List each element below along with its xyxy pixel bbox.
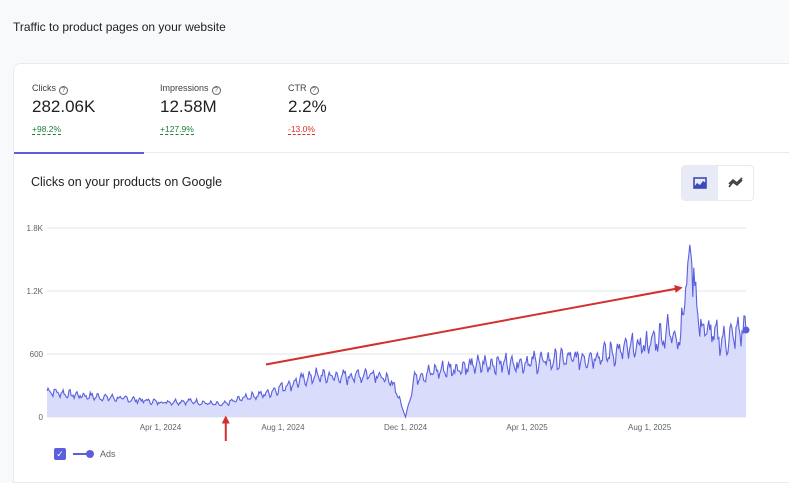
series-area-ads [47,244,746,417]
help-icon[interactable]: ? [59,86,68,95]
chart-legend: ✓ Ads [54,447,116,461]
x-tick-label: Aug 1, 2024 [261,423,305,432]
area-chart-icon [693,177,707,189]
y-tick-label: 1.2K [27,287,44,296]
metric-tab-clicks[interactable]: Clicks? 282.06K +98.2% [14,64,144,154]
legend-series-swatch [73,450,94,458]
metric-delta: +98.2% [32,124,62,135]
page-title: Traffic to product pages on your website [13,20,226,34]
y-tick-label: 1.8K [27,224,44,233]
clicks-chart: 0 600 1.2K 1.8K Apr 1, 2024 Aug 1, 2024 Dec 1,… [27,224,750,441]
trend-line-icon [728,177,743,188]
y-tick-label: 600 [30,350,44,359]
chart-title: Clicks on your products on Google [31,175,223,189]
metric-delta: +127.9% [160,124,194,135]
metric-value: 12.58M [160,97,217,116]
metric-label: CTR [288,83,307,93]
help-icon[interactable]: ? [309,86,319,95]
area-chart-button[interactable] [682,166,718,200]
chart-type-toggle [681,165,754,201]
line-chart-button[interactable] [718,166,753,200]
metric-tab-ctr[interactable]: CTR? 2.2% -13.0% [272,64,392,153]
series-line-ads [46,244,747,420]
series-endpoint-ads [742,326,750,334]
metric-value: 282.06K [32,97,96,116]
x-tick-label: Dec 1, 2024 [384,423,428,432]
help-icon[interactable]: ? [211,86,221,95]
y-tick-label: 0 [39,413,44,422]
x-tick-label: Apr 1, 2025 [506,423,548,432]
metric-label: Impressions [160,83,209,93]
metric-value: 2.2% [288,97,327,116]
legend-checkbox[interactable]: ✓ [54,448,66,460]
legend-label: Ads [100,449,116,459]
metric-tab-impressions[interactable]: Impressions? 12.58M +127.9% [144,64,272,153]
traffic-card: Clicks? 282.06K +98.2% Impressions? 12.5… [13,63,789,483]
metric-tabs: Clicks? 282.06K +98.2% Impressions? 12.5… [14,64,789,154]
x-tick-label: Apr 1, 2024 [140,423,182,432]
annotation-arrow [265,285,683,366]
x-tick-label: Aug 1, 2025 [628,423,672,432]
metric-delta: -13.0% [288,124,315,135]
metric-label: Clicks [32,83,56,93]
